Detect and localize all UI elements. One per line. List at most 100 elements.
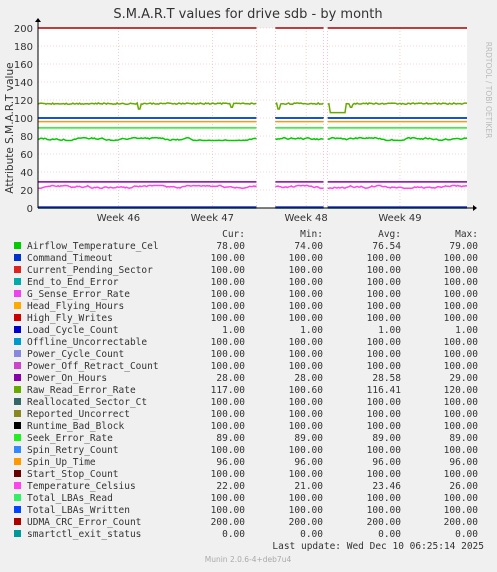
legend-swatch	[14, 530, 21, 537]
legend-name: Raw_Read_Error_Rate	[27, 385, 136, 396]
legend-swatch	[14, 254, 21, 261]
y-axis-arrow	[35, 18, 41, 22]
legend-swatch	[14, 434, 21, 441]
legend-min-value: 28.00	[294, 373, 323, 384]
legend-row: Seek_Error_Rate 89.00 89.00 89.00 89.00	[14, 433, 478, 444]
legend-row: Load_Cycle_Count 1.00 1.00 1.00 1.00	[14, 325, 478, 336]
y-tick-label: 200	[14, 24, 33, 35]
rrdtool-watermark: RRDTOOL / TOBI OETIKER	[484, 42, 493, 139]
legend-avg-value: 76.54	[372, 241, 401, 252]
legend-name: Runtime_Bad_Block	[27, 421, 125, 432]
series-line-raw-read-error-rate	[37, 101, 468, 114]
legend-cur-value: 1.00	[222, 325, 245, 336]
legend-swatch	[14, 458, 21, 465]
legend-max-value: 96.00	[449, 457, 478, 468]
legend-row: Power_Off_Retract_Count 100.00 100.00 100.0…	[14, 361, 478, 372]
legend-avg-value: 28.58	[372, 373, 401, 384]
legend-min-value: 100.00	[289, 505, 324, 516]
legend-min-value: 100.00	[289, 265, 324, 276]
legend-avg-value: 100.00	[367, 361, 402, 372]
legend-name: Temperature_Celsius	[27, 481, 136, 492]
legend-max-value: 100.00	[444, 421, 479, 432]
legend-swatch	[14, 242, 21, 249]
legend-swatch	[14, 326, 21, 333]
legend-name: Head_Flying_Hours	[27, 301, 124, 312]
legend-cur-value: 100.00	[211, 337, 246, 348]
y-tick-label: 40	[20, 168, 33, 179]
legend-name: Command_Timeout	[27, 253, 113, 264]
legend-min-value: 74.00	[294, 241, 323, 252]
x-tick-label: Week 47	[191, 213, 234, 224]
legend-max-value: 100.00	[444, 313, 479, 324]
legend-name: Seek_Error_Rate	[27, 433, 113, 444]
legend-cur-value: 100.00	[211, 265, 246, 276]
legend-max-value: 100.00	[444, 277, 479, 288]
x-tick-label: Week 49	[378, 213, 421, 224]
legend-max-value: 29.00	[449, 373, 478, 384]
legend-avg-value: 100.00	[367, 277, 402, 288]
legend-row: Spin_Retry_Count 100.00 100.00 100.00 100.00	[14, 445, 478, 456]
legend-name: Power_Cycle_Count	[27, 349, 124, 360]
legend-max-value: 100.00	[444, 337, 479, 348]
legend-min-value: 100.00	[289, 361, 324, 372]
legend-swatch	[14, 446, 21, 453]
legend-name: Spin_Retry_Count	[27, 445, 119, 456]
legend-row: Airflow_Temperature_Cel 78.00 74.00 76.54 79…	[14, 241, 478, 252]
legend-cur-value: 200.00	[211, 517, 246, 528]
legend-name: Reported_Uncorrect	[27, 409, 130, 420]
legend-row: Power_Cycle_Count 100.00 100.00 100.00 100.0…	[14, 349, 478, 360]
legend-avg-value: 100.00	[367, 289, 402, 300]
legend-swatch	[14, 518, 21, 525]
x-axis-arrow	[473, 205, 477, 211]
legend-avg-value: 100.00	[367, 493, 402, 504]
legend-max-value: 1.00	[455, 325, 478, 336]
legend-swatch	[14, 386, 21, 393]
legend-max-value: 100.00	[444, 493, 479, 504]
legend-avg-value: 100.00	[367, 409, 402, 420]
legend-name: Offline_Uncorrectable	[27, 337, 147, 348]
legend-avg-value: 0.00	[378, 529, 401, 540]
legend-row: Head_Flying_Hours 100.00 100.00 100.00 100.0…	[14, 301, 478, 312]
legend-min-value: 100.00	[289, 277, 324, 288]
legend-row: Offline_Uncorrectable 100.00 100.00 100.00 1…	[14, 337, 478, 348]
legend-name: Power_Off_Retract_Count	[27, 361, 159, 372]
legend-name: End_to_End_Error	[27, 277, 119, 288]
legend-swatch	[14, 338, 21, 345]
legend-cur-value: 100.00	[211, 469, 246, 480]
legend-row: UDMA_CRC_Error_Count 200.00 200.00 200.00 20…	[14, 517, 478, 528]
legend: Cur: Min: Avg: Max: Airflow_Temperature_Cel 7…	[14, 229, 478, 540]
legend-max-value: 100.00	[444, 397, 479, 408]
legend-avg-value: 100.00	[367, 445, 402, 456]
legend-avg-value: 100.00	[367, 349, 402, 360]
legend-row: Spin_Up_Time 96.00 96.00 96.00 96.00	[14, 457, 478, 468]
legend-min-value: 100.00	[289, 253, 324, 264]
legend-cur-value: 117.00	[211, 385, 246, 396]
legend-swatch	[14, 362, 21, 369]
legend-cur-value: 100.00	[211, 397, 246, 408]
legend-swatch	[14, 314, 21, 321]
legend-avg-value: 23.46	[372, 481, 401, 492]
legend-row: End_to_End_Error 100.00 100.00 100.00 100.00	[14, 277, 478, 288]
legend-max-value: 120.00	[444, 385, 479, 396]
legend-cur-value: 100.00	[211, 493, 246, 504]
legend-max-value: 0.00	[455, 529, 478, 540]
munin-version-text: Munin 2.0.6-4+deb7u4	[205, 555, 292, 564]
legend-name: Total_LBAs_Written	[27, 505, 130, 516]
legend-min-value: 21.00	[294, 481, 323, 492]
legend-avg-value: 100.00	[367, 421, 402, 432]
last-update-text: Last update: Wed Dec 10 06:25:14 2025	[272, 541, 484, 552]
legend-max-value: 100.00	[444, 361, 479, 372]
legend-min-value: 100.60	[289, 385, 324, 396]
legend-swatch	[14, 482, 21, 489]
legend-name: Spin_Up_Time	[27, 457, 96, 468]
x-tick-label: Week 48	[284, 213, 327, 224]
y-tick-label: 180	[14, 42, 33, 53]
legend-row: Total_LBAs_Read 100.00 100.00 100.00 100.00	[14, 493, 478, 504]
legend-cur-value: 22.00	[216, 481, 245, 492]
legend-swatch	[14, 494, 21, 501]
legend-avg-value: 100.00	[367, 265, 402, 276]
legend-min-value: 1.00	[300, 325, 323, 336]
legend-swatch	[14, 278, 21, 285]
legend-cur-value: 100.00	[211, 421, 246, 432]
